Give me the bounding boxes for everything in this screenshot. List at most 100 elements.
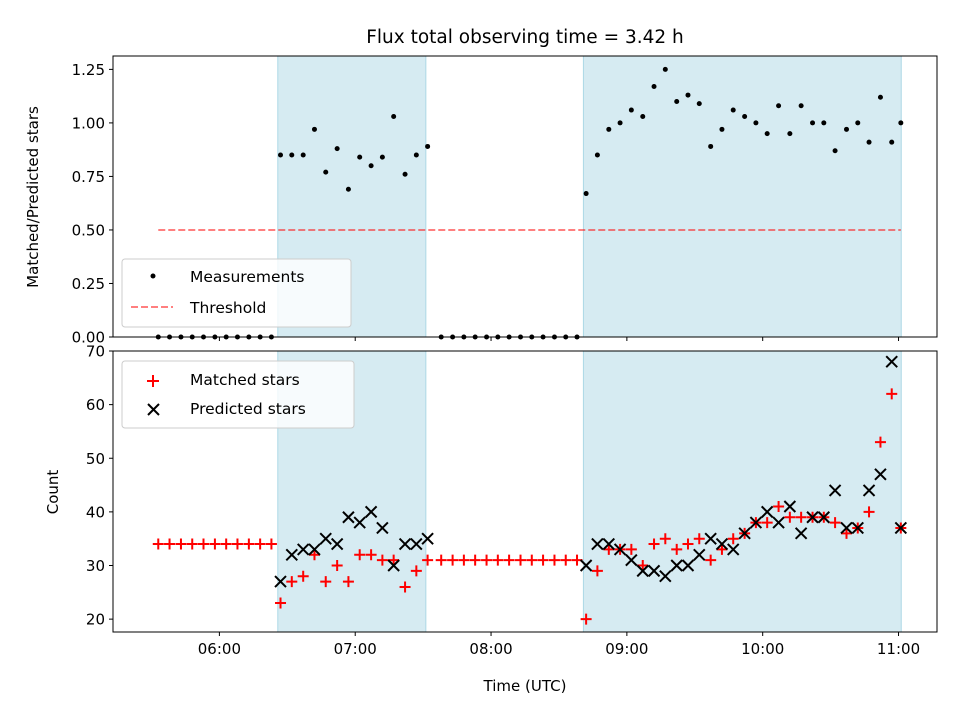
- matched-star-marker: [481, 554, 493, 566]
- count-x-label: Time (UTC): [483, 677, 567, 695]
- measurement-point: [742, 113, 748, 119]
- x-tick-label: 06:00: [198, 640, 241, 658]
- predicted-star-marker: [670, 559, 683, 572]
- matched-star-marker: [458, 554, 470, 566]
- matched-star-marker: [548, 554, 560, 566]
- predicted-star-marker: [840, 521, 853, 535]
- ratio-legend: Measurements Threshold: [121, 258, 352, 328]
- predicted-star-marker: [319, 532, 332, 545]
- measurement-point: [345, 186, 351, 192]
- legend-threshold-label: Threshold: [189, 299, 266, 317]
- y-tick-label: 0.00: [72, 329, 105, 347]
- predicted-star-marker: [364, 505, 378, 519]
- legend-predicted-label: Predicted stars: [190, 400, 306, 418]
- ratio-y-axis: 0.00 0.25 0.50 0.75 1.00 1.25: [72, 61, 113, 347]
- predicted-star-marker: [353, 516, 366, 529]
- predicted-star-marker: [715, 537, 729, 551]
- shaded-interval: [582, 350, 902, 633]
- matched-star-marker: [376, 554, 388, 566]
- matched-star-marker: [399, 581, 411, 593]
- x-tick-label: 10:00: [741, 640, 784, 658]
- measurement-point: [402, 171, 408, 177]
- matched-star-marker: [231, 538, 243, 550]
- ratio-panel: 0.00 0.25 0.50 0.75 1.00 1.25 Matched/Predict…: [24, 55, 938, 347]
- predicted-star-marker: [602, 537, 616, 551]
- matched-star-marker: [410, 565, 422, 577]
- x-tick-label: 09:00: [605, 640, 648, 658]
- measurement-point: [674, 98, 680, 104]
- predicted-star-marker: [285, 548, 298, 561]
- shaded-interval: [582, 55, 902, 338]
- measurement-point: [651, 84, 657, 90]
- x-tick-label: 07:00: [334, 640, 377, 658]
- predicted-star-marker: [772, 516, 785, 529]
- ratio-x-axis: [218, 337, 900, 341]
- measurement-point: [278, 152, 284, 158]
- predicted-star-marker: [330, 537, 344, 551]
- top-shaded-intervals: [277, 55, 902, 338]
- matched-star-marker: [186, 538, 198, 550]
- measurement-point: [787, 131, 793, 137]
- measurement-point: [685, 92, 691, 98]
- measurement-point: [606, 126, 612, 132]
- predicted-star-marker: [410, 537, 423, 551]
- predicted-star-marker: [885, 355, 898, 368]
- matched-star-marker: [175, 538, 187, 550]
- measurement-point: [379, 154, 385, 160]
- measurement-point: [696, 101, 702, 107]
- matched-star-marker: [469, 554, 481, 566]
- measurement-point: [357, 154, 363, 160]
- measurement-point: [719, 126, 725, 132]
- predicted-star-marker: [625, 553, 638, 567]
- matched-star-marker: [603, 543, 615, 555]
- count-y-axis: 20 30 40 50 60 70: [86, 343, 113, 629]
- legend-predicted-marker: [147, 403, 160, 416]
- measurement-point: [866, 139, 872, 145]
- y-tick-label: 30: [86, 557, 105, 575]
- matched-star-marker: [659, 533, 671, 545]
- measurement-point: [594, 152, 600, 158]
- measurement-point: [289, 152, 295, 158]
- predicted-star-marker: [636, 564, 649, 578]
- measurement-point: [753, 120, 759, 126]
- matched-star-marker: [342, 576, 354, 588]
- matched-star-marker: [773, 501, 785, 513]
- matched-star-marker: [526, 554, 538, 566]
- bottom-shaded-intervals: [277, 350, 902, 633]
- predicted-star-marker: [894, 521, 908, 535]
- matched-star-marker: [840, 527, 852, 539]
- predicted-star-marker: [613, 543, 627, 556]
- matched-star-marker: [492, 554, 504, 566]
- matched-star-marker: [705, 554, 717, 566]
- predicted-star-marker: [308, 543, 321, 556]
- measurement-point: [628, 107, 634, 113]
- predicted-star-marker: [591, 537, 604, 551]
- measurement-point: [662, 66, 668, 72]
- measurement-point: [843, 126, 849, 132]
- matched-star-marker: [625, 543, 637, 555]
- predicted-star-marker: [398, 537, 412, 551]
- ratio-y-label: Matched/Predicted stars: [24, 106, 42, 288]
- predicted-star-marker: [296, 543, 310, 556]
- measurement-point: [391, 113, 397, 119]
- y-tick-label: 1.25: [72, 61, 105, 79]
- x-tick-label: 08:00: [469, 640, 512, 658]
- matched-star-marker: [164, 538, 176, 550]
- measurement-point: [798, 103, 804, 109]
- matched-star-marker: [515, 554, 527, 566]
- ratio-axes-frame: [112, 55, 938, 338]
- predicted-star-marker: [693, 548, 706, 561]
- predicted-star-marker: [783, 500, 797, 513]
- count-legend: Matched stars Predicted stars: [121, 360, 355, 429]
- legend-measurements-label: Measurements: [190, 268, 305, 286]
- predicted-star-marker: [421, 532, 434, 545]
- matched-star-marker: [761, 517, 773, 529]
- matched-star-marker: [422, 554, 434, 566]
- matched-star-marker: [863, 506, 875, 518]
- predicted-star-marker: [851, 521, 864, 535]
- measurement-point: [583, 191, 589, 197]
- predicted-star-marker: [760, 505, 774, 519]
- matched-star-marker: [795, 511, 807, 523]
- matched-star-marker: [308, 549, 320, 561]
